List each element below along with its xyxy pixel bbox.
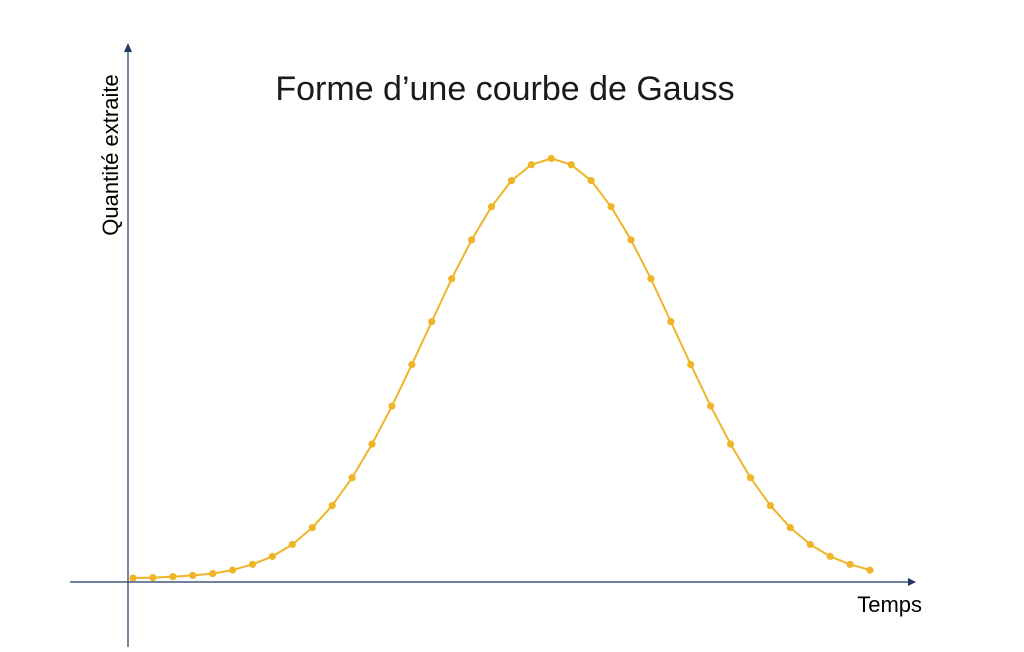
data-point [169,573,177,581]
data-point [587,177,595,185]
data-point [388,402,396,410]
chart-title: Forme d’une courbe de Gauss [275,70,734,108]
data-point [348,474,356,482]
y-axis-label: Quantité extraite [98,74,123,235]
y-axis-arrow [124,43,132,52]
data-point [468,236,476,244]
data-point [846,560,854,568]
data-point [368,440,376,448]
data-point [328,501,336,510]
data-point [209,570,217,578]
data-point [726,440,735,448]
data-point [647,275,655,283]
data-point [448,275,456,283]
data-point [687,360,695,369]
data-point [746,474,755,482]
data-point [428,318,436,326]
data-point [228,566,237,574]
series-layer [129,154,874,582]
axes [70,43,916,647]
data-point [866,566,874,574]
data-point [189,571,197,580]
data-point [268,552,277,560]
series-line [132,157,871,580]
data-point [707,402,715,410]
data-point [547,154,555,163]
data-point [149,574,157,582]
data-point [487,203,496,211]
data-point [527,161,535,169]
data-point [408,360,416,369]
data-point [248,560,257,568]
x-axis-label: Temps [857,592,922,617]
data-point [288,540,296,549]
data-point [129,574,137,582]
data-point [826,552,834,560]
data-point [507,177,516,185]
data-point [806,540,814,549]
data-point [786,524,794,532]
data-point [567,161,575,169]
data-point [308,524,316,532]
data-point [766,501,775,510]
data-point [667,318,675,326]
x-axis-arrow [908,578,916,586]
data-point [607,203,615,211]
data-point [627,236,635,244]
